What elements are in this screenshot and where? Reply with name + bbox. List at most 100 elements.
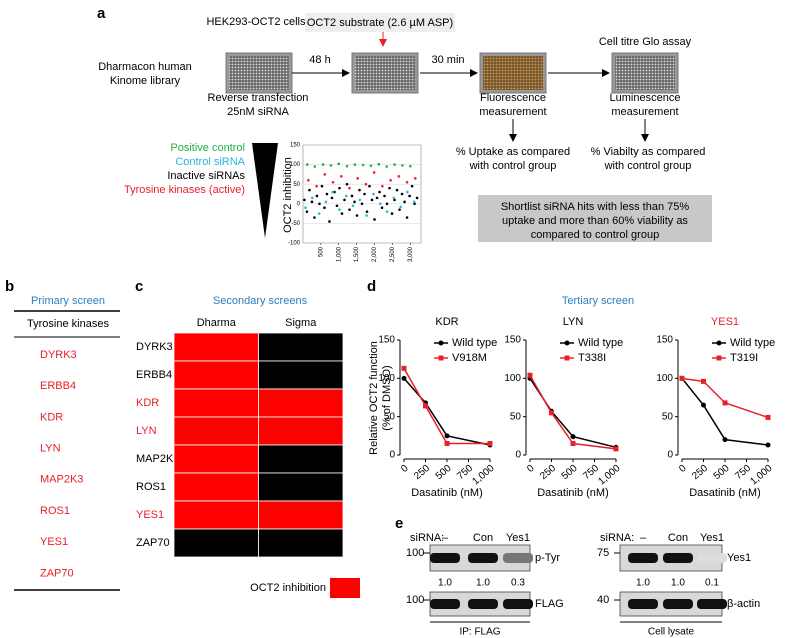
mw-label: 75 [597, 547, 609, 559]
point [338, 186, 341, 190]
heatmap-cell [258, 472, 344, 502]
point [323, 173, 327, 176]
point [388, 186, 391, 190]
table-cell: LYN [40, 443, 61, 455]
quant-label: 1.0 [636, 578, 650, 589]
x-tick-label: 1,000 [596, 463, 623, 488]
point [375, 196, 379, 200]
x-tick-label: 2,500 [390, 246, 396, 262]
column-label: Sigma [285, 317, 317, 329]
legend-label: Wild type [730, 337, 775, 349]
band [468, 599, 498, 609]
point [323, 206, 326, 210]
row-label: MAP2K3 [136, 453, 179, 465]
row-label: ERBB4 [136, 369, 172, 381]
panel-label: d [367, 278, 376, 295]
point [381, 184, 384, 188]
band [628, 553, 658, 563]
panel-label: a [97, 5, 106, 22]
label: 30 min [431, 54, 464, 66]
y-tick-label: 150 [290, 143, 301, 149]
series-line [403, 377, 491, 446]
x-tick-label: 500 [560, 463, 580, 482]
y-tick-label: 50 [662, 411, 674, 422]
point [410, 184, 414, 188]
band [697, 553, 727, 563]
label: Dharmacon human [98, 61, 192, 73]
point [395, 188, 399, 192]
band [663, 599, 693, 609]
label: Reverse transfection [208, 92, 309, 104]
table-cell: MAP2K3 [40, 474, 83, 486]
label: % Viabilty as compared [591, 146, 706, 158]
quant-label: 1.0 [476, 578, 490, 589]
label: 48 h [309, 54, 330, 66]
section-title: Tertiary screen [562, 295, 634, 307]
y-tick-label: 50 [293, 182, 300, 188]
point [392, 196, 396, 200]
point [331, 190, 334, 194]
band [430, 553, 460, 563]
legend-label: V918M [452, 352, 487, 364]
point [343, 198, 346, 202]
point [412, 200, 416, 204]
panel-label: b [5, 278, 14, 295]
point [377, 162, 381, 166]
x-tick-label: 0 [525, 463, 537, 475]
chart-title: LYN [563, 316, 584, 328]
heatmap-cell [258, 360, 344, 390]
plate-wells [355, 56, 415, 90]
lane-header: siRNA: [600, 532, 634, 544]
band [430, 599, 460, 609]
lane-label: Con [473, 532, 493, 544]
marker [765, 414, 771, 420]
lane-label: – [442, 532, 449, 544]
blot-footer: IP: FLAG [459, 627, 500, 638]
column-label: Dharma [197, 317, 237, 329]
heatmap-cell [173, 332, 259, 362]
axis-label: Dasatinib (nM) [537, 487, 609, 499]
label: 25nM siRNA [227, 106, 289, 118]
point [318, 202, 321, 206]
point [337, 162, 341, 166]
lane-label: – [640, 532, 647, 544]
legend-label: T338I [578, 352, 606, 364]
y-tick-label: 50 [510, 411, 522, 422]
table-cell: YES1 [40, 536, 68, 548]
marker [527, 372, 533, 378]
label: HEK293-OCT2 cells [206, 16, 306, 28]
point [331, 180, 335, 184]
point [335, 204, 339, 208]
label: measurement [479, 106, 546, 118]
inhibition-triangle [252, 143, 278, 238]
point [401, 164, 404, 167]
point [383, 194, 386, 198]
x-tick-label: 1,000 [336, 246, 342, 262]
point [356, 177, 360, 180]
legend-label: Inactive siRNAs [167, 170, 245, 182]
heatmap-cell [173, 388, 259, 418]
x-tick-label: 1,500 [354, 246, 360, 262]
blot-label: β-actin [727, 598, 760, 610]
point [363, 192, 366, 196]
legend-label: Positive control [170, 142, 245, 154]
point [348, 208, 351, 211]
label: Cell titre Glo assay [599, 36, 692, 48]
marker [701, 378, 706, 384]
point [317, 212, 321, 215]
point [305, 163, 309, 166]
label: uptake and more than 60% viability as [502, 215, 688, 227]
y-tick-label: 150 [656, 335, 673, 346]
heatmap-cell [258, 444, 344, 474]
label: Luminescence [610, 92, 681, 104]
heatmap-cell [258, 388, 344, 418]
legend-label: OCT2 inhibition [250, 582, 326, 594]
point [380, 206, 384, 210]
mw-label: 40 [597, 594, 609, 606]
heatmap-title: Secondary screens [213, 295, 308, 307]
point [406, 190, 409, 194]
x-tick-label: 250 [538, 463, 558, 482]
band [697, 599, 727, 609]
row-label: YES1 [136, 509, 164, 521]
